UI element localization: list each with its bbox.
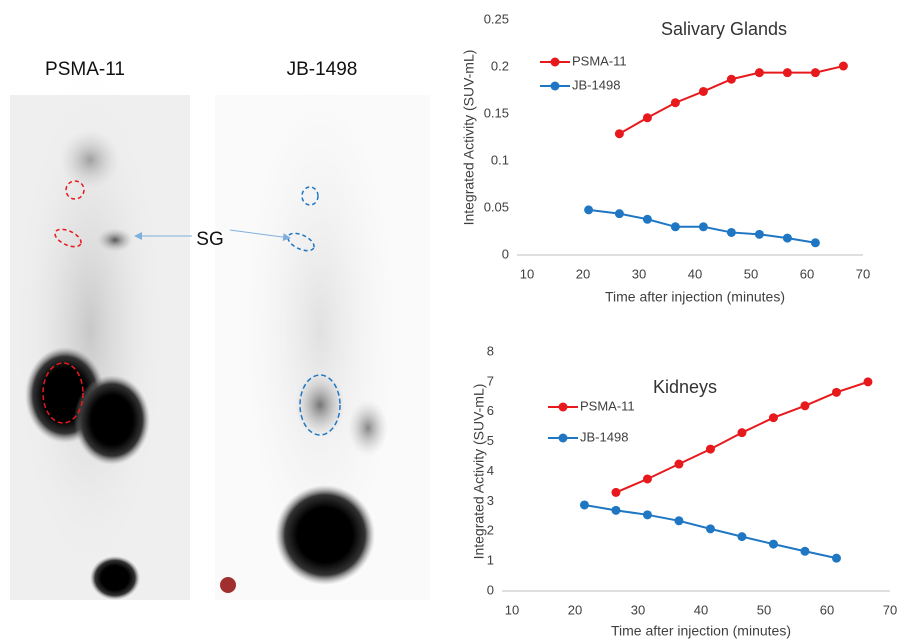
- data-point: [737, 428, 747, 438]
- data-point: [705, 444, 715, 454]
- chart-title: Kidneys: [653, 377, 717, 397]
- y-tick-label: 5: [487, 433, 494, 448]
- data-point: [737, 532, 747, 542]
- x-tick-label: 60: [820, 602, 834, 617]
- y-tick-label: 4: [487, 463, 494, 478]
- legend-label: PSMA-11: [572, 53, 627, 68]
- y-tick-label: 0.2: [491, 58, 509, 73]
- x-tick-label: 10: [520, 266, 534, 281]
- y-tick-label: 2: [487, 523, 494, 538]
- chart-title: Salivary Glands: [661, 19, 787, 39]
- x-tick-label: 50: [744, 266, 758, 281]
- data-point: [863, 377, 873, 387]
- data-point: [768, 413, 778, 423]
- data-point: [810, 238, 820, 248]
- x-tick-label: 20: [568, 602, 582, 617]
- data-point: [831, 387, 841, 397]
- data-point: [642, 214, 652, 224]
- x-tick-label: 40: [694, 602, 708, 617]
- image-label: JB-1498: [287, 59, 358, 80]
- y-tick-label: 6: [487, 403, 494, 418]
- pet-image-right: [215, 80, 430, 600]
- legend-label: PSMA-11: [580, 398, 635, 413]
- x-tick-label: 10: [505, 602, 519, 617]
- data-point: [726, 227, 736, 237]
- x-tick-label: 50: [757, 602, 771, 617]
- x-axis-label: Time after injection (minutes): [611, 623, 791, 639]
- data-point: [674, 459, 684, 469]
- legend-marker: [550, 81, 560, 91]
- data-point: [754, 229, 764, 239]
- data-point: [614, 129, 624, 139]
- data-point: [670, 98, 680, 108]
- data-point: [782, 68, 792, 78]
- y-tick-label: 3: [487, 493, 494, 508]
- y-tick-label: 7: [487, 373, 494, 388]
- data-point: [698, 86, 708, 96]
- data-point: [838, 61, 848, 71]
- data-point: [754, 68, 764, 78]
- y-tick-label: 1: [487, 553, 494, 568]
- pet-image-left: [10, 70, 190, 600]
- x-tick-label: 20: [576, 266, 590, 281]
- data-point: [800, 401, 810, 411]
- legend-marker: [550, 57, 560, 67]
- data-point: [579, 500, 589, 510]
- data-point: [768, 539, 778, 549]
- data-point: [831, 553, 841, 563]
- data-point: [642, 113, 652, 123]
- y-axis-label: Integrated Activity (SUV-mL): [471, 384, 487, 560]
- x-tick-label: 30: [631, 602, 645, 617]
- y-tick-label: 8: [487, 343, 494, 358]
- y-tick-label: 0: [502, 246, 509, 261]
- x-tick-label: 60: [800, 266, 814, 281]
- data-point: [584, 205, 594, 215]
- data-point: [642, 510, 652, 520]
- y-tick-label: 0: [487, 582, 494, 597]
- data-point: [670, 222, 680, 232]
- data-point: [726, 74, 736, 84]
- data-point: [642, 474, 652, 484]
- x-tick-label: 70: [856, 266, 870, 281]
- data-point: [782, 233, 792, 243]
- data-point: [611, 505, 621, 515]
- data-point: [611, 487, 621, 497]
- data-point: [705, 524, 715, 534]
- data-point: [800, 546, 810, 556]
- y-tick-label: 0.1: [491, 152, 509, 167]
- y-axis-label: Integrated Activity (SUV-mL): [461, 50, 477, 226]
- image-label: PSMA-11: [45, 59, 125, 80]
- data-point: [674, 516, 684, 526]
- legend-marker: [558, 402, 568, 412]
- data-point: [614, 209, 624, 219]
- legend-label: JB-1498: [572, 77, 620, 92]
- legend-marker: [558, 433, 568, 443]
- data-point: [698, 222, 708, 232]
- y-tick-label: 0.15: [484, 105, 509, 120]
- y-tick-label: 0.05: [484, 199, 509, 214]
- x-axis-label: Time after injection (minutes): [605, 289, 785, 305]
- x-tick-label: 30: [632, 266, 646, 281]
- annotation: SG: [196, 229, 223, 250]
- y-tick-label: 0.25: [484, 11, 509, 26]
- data-point: [810, 68, 820, 78]
- legend-label: JB-1498: [580, 429, 628, 444]
- x-tick-label: 70: [883, 602, 897, 617]
- arrow: [229, 229, 291, 242]
- x-tick-label: 40: [688, 266, 702, 281]
